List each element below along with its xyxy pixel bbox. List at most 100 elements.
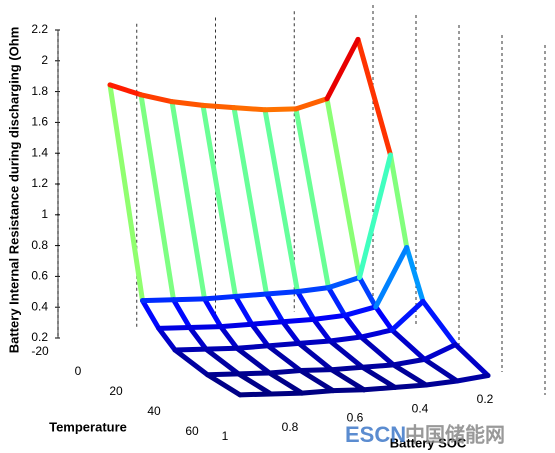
mesh-segment xyxy=(329,364,365,373)
mesh-segment xyxy=(453,342,491,379)
mesh-segment xyxy=(420,298,458,348)
mesh-segment xyxy=(202,293,238,302)
mesh-segment xyxy=(298,368,336,394)
mesh-segment xyxy=(140,298,162,331)
y-tick-label: 0.8 xyxy=(282,420,299,434)
mesh-segment xyxy=(389,298,426,333)
mesh-segment xyxy=(268,390,305,397)
mesh-segment xyxy=(422,356,460,384)
y-tick-label: 0.6 xyxy=(347,411,364,425)
z-tick-label: 2 xyxy=(41,53,48,67)
mesh-segment xyxy=(391,356,427,368)
mesh-segment xyxy=(360,362,396,370)
x-tick-label: 60 xyxy=(185,424,199,438)
watermark-brand: ESCN xyxy=(345,422,406,447)
mesh-segment xyxy=(171,296,207,303)
mesh-segment xyxy=(234,343,271,351)
watermark-name: 中国储能网 xyxy=(405,422,505,446)
mesh-segment xyxy=(262,106,299,113)
mesh-segment xyxy=(202,296,224,330)
mesh-segment xyxy=(299,388,336,396)
z-tick-label: 1.2 xyxy=(31,176,48,190)
mesh-segment xyxy=(327,338,365,370)
mesh-segment xyxy=(231,105,268,113)
mesh-segment xyxy=(280,316,317,325)
mesh-segment xyxy=(324,96,362,281)
surface-mesh xyxy=(107,36,491,398)
mesh-segment xyxy=(203,346,241,377)
mesh-segment xyxy=(138,92,175,105)
y-tick-label: 0.4 xyxy=(412,401,429,415)
mesh-segment xyxy=(237,391,274,398)
mesh-segment xyxy=(138,92,176,303)
mesh-segment xyxy=(234,345,272,376)
mesh-segment xyxy=(140,297,176,304)
x-tick-label: -20 xyxy=(31,344,49,358)
mesh-segment xyxy=(233,291,269,299)
mesh-segment xyxy=(342,304,379,318)
mesh-segment xyxy=(267,368,303,376)
mesh-segment xyxy=(358,327,395,340)
mesh-segment xyxy=(295,285,331,295)
mesh-segment xyxy=(330,387,367,394)
z-tick-label: 1.6 xyxy=(31,115,48,129)
mesh-segment xyxy=(218,321,255,330)
mesh-segment xyxy=(357,275,379,310)
mesh-segment xyxy=(107,82,145,304)
mesh-segment xyxy=(357,152,393,281)
mesh-segment xyxy=(355,36,393,158)
mesh-segment xyxy=(169,99,207,302)
mesh-segment xyxy=(311,316,333,344)
x-tick-label: 0 xyxy=(75,364,82,378)
mesh-segment xyxy=(388,152,410,250)
mesh-segment xyxy=(264,289,300,297)
mesh-segment xyxy=(107,82,144,98)
mesh-segment xyxy=(172,347,210,378)
mesh-segment xyxy=(200,102,238,299)
mesh-segment xyxy=(358,334,396,368)
mesh-segment xyxy=(156,325,178,353)
mesh-segment xyxy=(327,334,364,344)
mesh-segment xyxy=(231,105,269,297)
z-tick-label: 1.8 xyxy=(31,84,48,98)
mesh-segment xyxy=(293,96,330,112)
mesh-segment xyxy=(218,324,240,351)
mesh-segment xyxy=(423,378,460,388)
mesh-segment xyxy=(296,340,334,373)
mesh-segment xyxy=(329,367,367,393)
mesh-segment xyxy=(171,297,193,330)
y-tick-label: 1 xyxy=(222,429,229,443)
mesh-segment xyxy=(262,107,300,295)
mesh-segment xyxy=(326,275,362,291)
mesh-segment xyxy=(373,304,395,333)
z-tick-label: 2.2 xyxy=(31,22,48,36)
mesh-segment xyxy=(342,312,364,340)
mesh-segment xyxy=(311,312,348,322)
z-tick-label: 0.6 xyxy=(31,269,48,283)
x-tick-label: 40 xyxy=(147,404,161,418)
mesh-segment xyxy=(187,324,209,352)
mesh-segment xyxy=(326,285,348,318)
z-tick-label: 0.2 xyxy=(31,330,48,344)
mesh-segment xyxy=(249,319,286,327)
mesh-segment xyxy=(360,364,398,390)
y-tick-label: 0.2 xyxy=(477,392,494,406)
mesh-segment xyxy=(295,289,317,322)
z-tick-label: 0.4 xyxy=(31,299,48,313)
mesh-segment xyxy=(391,362,429,388)
mesh-segment xyxy=(236,371,274,397)
mesh-segment xyxy=(172,346,209,353)
z-axis-label: Battery Internal Resistance during disch… xyxy=(6,27,21,354)
mesh-segment xyxy=(265,343,303,374)
mesh-segment xyxy=(324,36,361,102)
mesh-segment xyxy=(298,367,334,374)
mesh-segment xyxy=(389,327,427,362)
z-tick-label: 1.4 xyxy=(31,145,48,159)
mesh-segment xyxy=(203,345,240,352)
mesh-segment xyxy=(264,291,286,325)
mesh-segment xyxy=(156,324,193,331)
mesh-segment xyxy=(293,106,331,291)
z-tick-label: 0.8 xyxy=(31,238,48,252)
mesh-segment xyxy=(205,371,241,378)
